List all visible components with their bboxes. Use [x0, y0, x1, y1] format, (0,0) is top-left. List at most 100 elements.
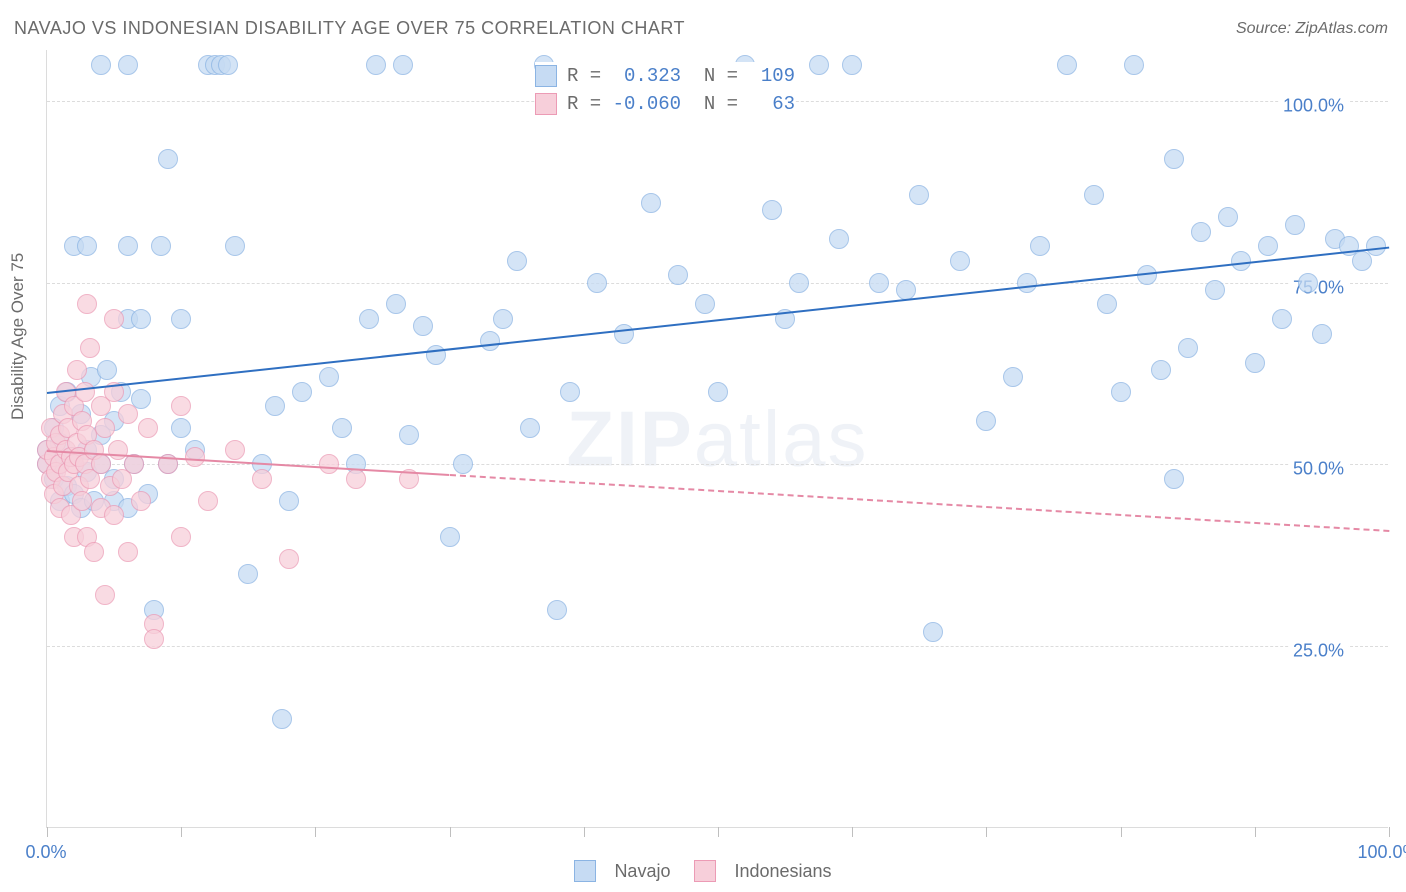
- scatter-point: [225, 440, 245, 460]
- scatter-point: [292, 382, 312, 402]
- scatter-point: [279, 549, 299, 569]
- legend-swatch: [535, 65, 557, 87]
- scatter-point: [789, 273, 809, 293]
- scatter-point: [896, 280, 916, 300]
- x-tick: [986, 827, 987, 837]
- legend-row: R = -0.060 N = 63: [535, 90, 795, 118]
- x-tick: [852, 827, 853, 837]
- chart-title: NAVAJO VS INDONESIAN DISABILITY AGE OVER…: [14, 18, 685, 39]
- scatter-point: [359, 309, 379, 329]
- scatter-point: [279, 491, 299, 511]
- scatter-point: [641, 193, 661, 213]
- scatter-point: [272, 709, 292, 729]
- scatter-point: [1191, 222, 1211, 242]
- scatter-point: [1205, 280, 1225, 300]
- scatter-point: [1298, 273, 1318, 293]
- scatter-point: [493, 309, 513, 329]
- x-tick-label: 0.0%: [25, 842, 66, 863]
- scatter-point: [413, 316, 433, 336]
- scatter-point: [909, 185, 929, 205]
- watermark-light: atlas: [694, 394, 869, 482]
- scatter-point: [131, 309, 151, 329]
- legend-item: Indonesians: [694, 860, 831, 882]
- scatter-point: [91, 55, 111, 75]
- scatter-point: [950, 251, 970, 271]
- y-tick-label: 50.0%: [1289, 459, 1348, 480]
- scatter-point: [393, 55, 413, 75]
- scatter-point: [1178, 338, 1198, 358]
- scatter-point: [95, 585, 115, 605]
- scatter-point: [614, 324, 634, 344]
- scatter-point: [1312, 324, 1332, 344]
- scatter-point: [869, 273, 889, 293]
- legend-row: R = 0.323 N = 109: [535, 62, 795, 90]
- legend-series-name: Navajo: [614, 861, 670, 882]
- scatter-point: [77, 294, 97, 314]
- scatter-point: [1164, 469, 1184, 489]
- scatter-point: [547, 600, 567, 620]
- scatter-point: [151, 236, 171, 256]
- scatter-point: [923, 622, 943, 642]
- x-tick: [1389, 827, 1390, 837]
- scatter-point: [75, 382, 95, 402]
- scatter-point: [144, 629, 164, 649]
- scatter-point: [1017, 273, 1037, 293]
- x-tick: [718, 827, 719, 837]
- x-tick-label: 100.0%: [1357, 842, 1406, 863]
- gridline: [47, 464, 1388, 465]
- scatter-point: [72, 491, 92, 511]
- scatter-point: [386, 294, 406, 314]
- scatter-point: [1245, 353, 1265, 373]
- scatter-point: [366, 55, 386, 75]
- chart-container: NAVAJO VS INDONESIAN DISABILITY AGE OVER…: [0, 0, 1406, 892]
- scatter-point: [1164, 149, 1184, 169]
- scatter-point: [507, 251, 527, 271]
- scatter-point: [1218, 207, 1238, 227]
- scatter-point: [762, 200, 782, 220]
- source-label: Source: ZipAtlas.com: [1236, 20, 1388, 38]
- scatter-point: [77, 236, 97, 256]
- scatter-point: [560, 382, 580, 402]
- legend-stats: R = -0.060 N = 63: [567, 93, 795, 115]
- scatter-point: [252, 469, 272, 489]
- scatter-point: [1030, 236, 1050, 256]
- scatter-point: [668, 265, 688, 285]
- scatter-point: [104, 505, 124, 525]
- scatter-point: [1258, 236, 1278, 256]
- scatter-point: [118, 404, 138, 424]
- scatter-point: [587, 273, 607, 293]
- y-axis-label: Disability Age Over 75: [8, 253, 28, 420]
- scatter-point: [453, 454, 473, 474]
- scatter-point: [80, 338, 100, 358]
- scatter-point: [118, 55, 138, 75]
- trend-line: [47, 246, 1389, 393]
- legend-swatch: [574, 860, 596, 882]
- scatter-point: [118, 236, 138, 256]
- plot-area: ZIPatlas 25.0%50.0%75.0%100.0%: [46, 50, 1388, 828]
- scatter-point: [1097, 294, 1117, 314]
- y-tick-label: 25.0%: [1289, 641, 1348, 662]
- legend-series-name: Indonesians: [734, 861, 831, 882]
- scatter-point: [104, 309, 124, 329]
- scatter-point: [1285, 215, 1305, 235]
- legend-swatch: [694, 860, 716, 882]
- scatter-point: [399, 425, 419, 445]
- scatter-point: [842, 55, 862, 75]
- scatter-point: [976, 411, 996, 431]
- scatter-point: [118, 542, 138, 562]
- scatter-point: [480, 331, 500, 351]
- series-legend: Navajo Indonesians: [0, 860, 1406, 882]
- scatter-point: [1124, 55, 1144, 75]
- scatter-point: [158, 149, 178, 169]
- watermark-bold: ZIP: [566, 394, 693, 482]
- trend-line: [450, 474, 1390, 532]
- scatter-point: [319, 454, 339, 474]
- scatter-point: [95, 418, 115, 438]
- x-tick: [1121, 827, 1122, 837]
- scatter-point: [108, 440, 128, 460]
- scatter-point: [809, 55, 829, 75]
- scatter-point: [67, 360, 87, 380]
- scatter-point: [185, 447, 205, 467]
- scatter-point: [218, 55, 238, 75]
- x-tick: [450, 827, 451, 837]
